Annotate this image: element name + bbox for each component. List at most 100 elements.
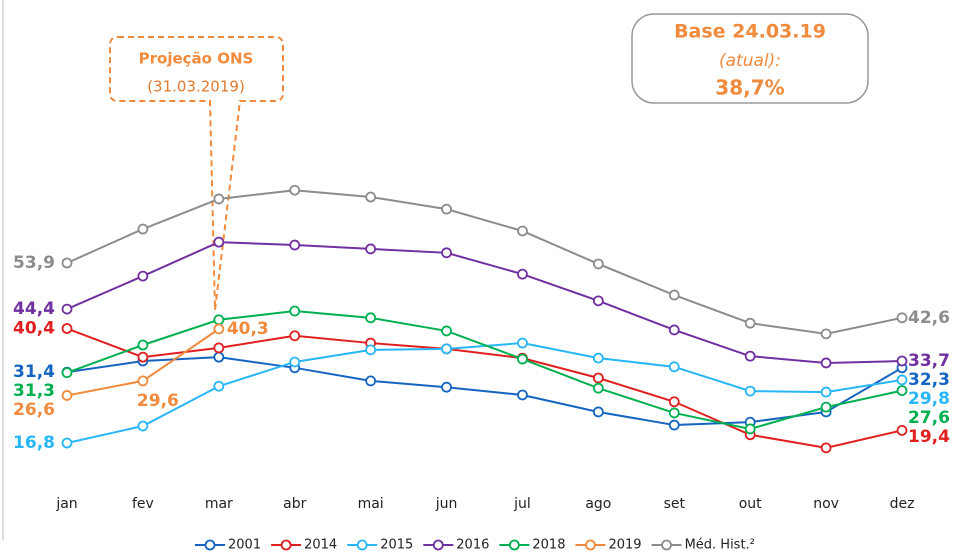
data-label: 53,9 xyxy=(13,253,55,273)
legend: 2001 2014 2015 2016 2018 2019 Méd. Hist.² xyxy=(195,538,755,552)
data-label: 32,3 xyxy=(908,370,950,390)
point xyxy=(365,243,377,255)
legend-marker xyxy=(508,539,520,551)
point xyxy=(517,337,528,349)
data-label: 44,4 xyxy=(13,299,55,319)
point xyxy=(592,372,604,384)
series-line xyxy=(66,327,903,449)
point xyxy=(213,314,225,326)
point xyxy=(517,225,528,237)
point xyxy=(137,223,149,235)
legend-label: 2016 xyxy=(456,538,489,552)
point xyxy=(289,239,301,251)
point xyxy=(896,312,908,324)
point xyxy=(820,442,832,454)
point xyxy=(61,367,73,379)
point xyxy=(820,386,832,398)
x-tick-label: dez xyxy=(890,496,915,512)
point xyxy=(289,356,301,368)
x-tick-label: nov xyxy=(813,496,839,512)
point xyxy=(441,247,452,259)
point xyxy=(365,344,377,356)
legend-label: 2018 xyxy=(532,538,565,552)
point xyxy=(592,382,604,394)
point xyxy=(668,324,680,336)
legend-marker xyxy=(356,539,368,551)
point xyxy=(668,396,680,408)
point xyxy=(592,352,604,364)
x-tick-label: abr xyxy=(283,496,306,512)
legend-marker xyxy=(280,539,292,551)
point xyxy=(744,350,756,362)
point xyxy=(61,303,73,315)
series-line xyxy=(66,189,903,335)
point xyxy=(61,390,73,401)
point xyxy=(289,330,301,342)
base-sub: (atual): xyxy=(719,51,781,71)
point xyxy=(365,375,377,387)
point xyxy=(365,191,377,203)
point xyxy=(820,401,832,413)
base-title: Base 24.03.19 xyxy=(674,21,826,43)
x-tick-label: jul xyxy=(513,496,531,512)
x-tick-label: mar xyxy=(205,496,233,512)
point xyxy=(137,339,149,351)
point xyxy=(517,268,528,280)
callout-title: Projeção ONS xyxy=(139,50,254,68)
point xyxy=(137,351,149,363)
lines xyxy=(61,184,908,454)
point xyxy=(213,351,225,363)
x-tick-label: set xyxy=(664,496,686,512)
data-label: 16,8 xyxy=(13,433,55,453)
point xyxy=(668,419,680,431)
callout-ons: Projeção ONS (31.03.2019) xyxy=(109,36,284,311)
legend-label: 2019 xyxy=(608,538,641,552)
point xyxy=(896,374,908,386)
point xyxy=(592,406,604,418)
data-label: 26,6 xyxy=(13,400,55,420)
point xyxy=(289,184,301,196)
point xyxy=(668,407,680,419)
point xyxy=(896,385,908,397)
point xyxy=(213,193,225,205)
point xyxy=(441,325,452,337)
legend-marker xyxy=(432,539,444,551)
data-label: 29,8 xyxy=(908,389,950,409)
legend-marker xyxy=(661,539,672,551)
point xyxy=(592,258,604,270)
legend-label: 2014 xyxy=(304,538,337,552)
point xyxy=(896,355,908,367)
point xyxy=(61,323,73,334)
x-tick-label: ago xyxy=(585,496,611,512)
point xyxy=(668,289,680,301)
point xyxy=(820,357,832,369)
point xyxy=(441,381,452,393)
x-tick-label: jan xyxy=(55,496,77,512)
point xyxy=(213,236,225,248)
point xyxy=(668,361,680,373)
x-tick-label: fev xyxy=(132,496,154,512)
callout-date: (31.03.2019) xyxy=(147,78,245,96)
data-label: 27,6 xyxy=(908,408,950,428)
point xyxy=(744,385,756,397)
base-value: 38,7% xyxy=(715,76,784,100)
legend-marker xyxy=(585,539,596,551)
base-box-frame xyxy=(631,13,869,104)
data-label: 31,3 xyxy=(13,381,55,401)
point xyxy=(441,203,452,215)
point xyxy=(213,380,225,392)
callout-box xyxy=(109,36,284,311)
point xyxy=(441,343,452,355)
legend-label: 2001 xyxy=(228,538,261,552)
point xyxy=(61,257,73,269)
point xyxy=(896,424,908,436)
series-line xyxy=(66,310,903,430)
legend-label: Méd. Hist.² xyxy=(685,538,755,552)
point xyxy=(289,305,301,317)
data-label: 40,4 xyxy=(13,319,55,339)
point xyxy=(365,312,377,324)
x-tick-label: mai xyxy=(358,496,384,512)
point xyxy=(137,420,149,432)
point xyxy=(61,437,73,449)
